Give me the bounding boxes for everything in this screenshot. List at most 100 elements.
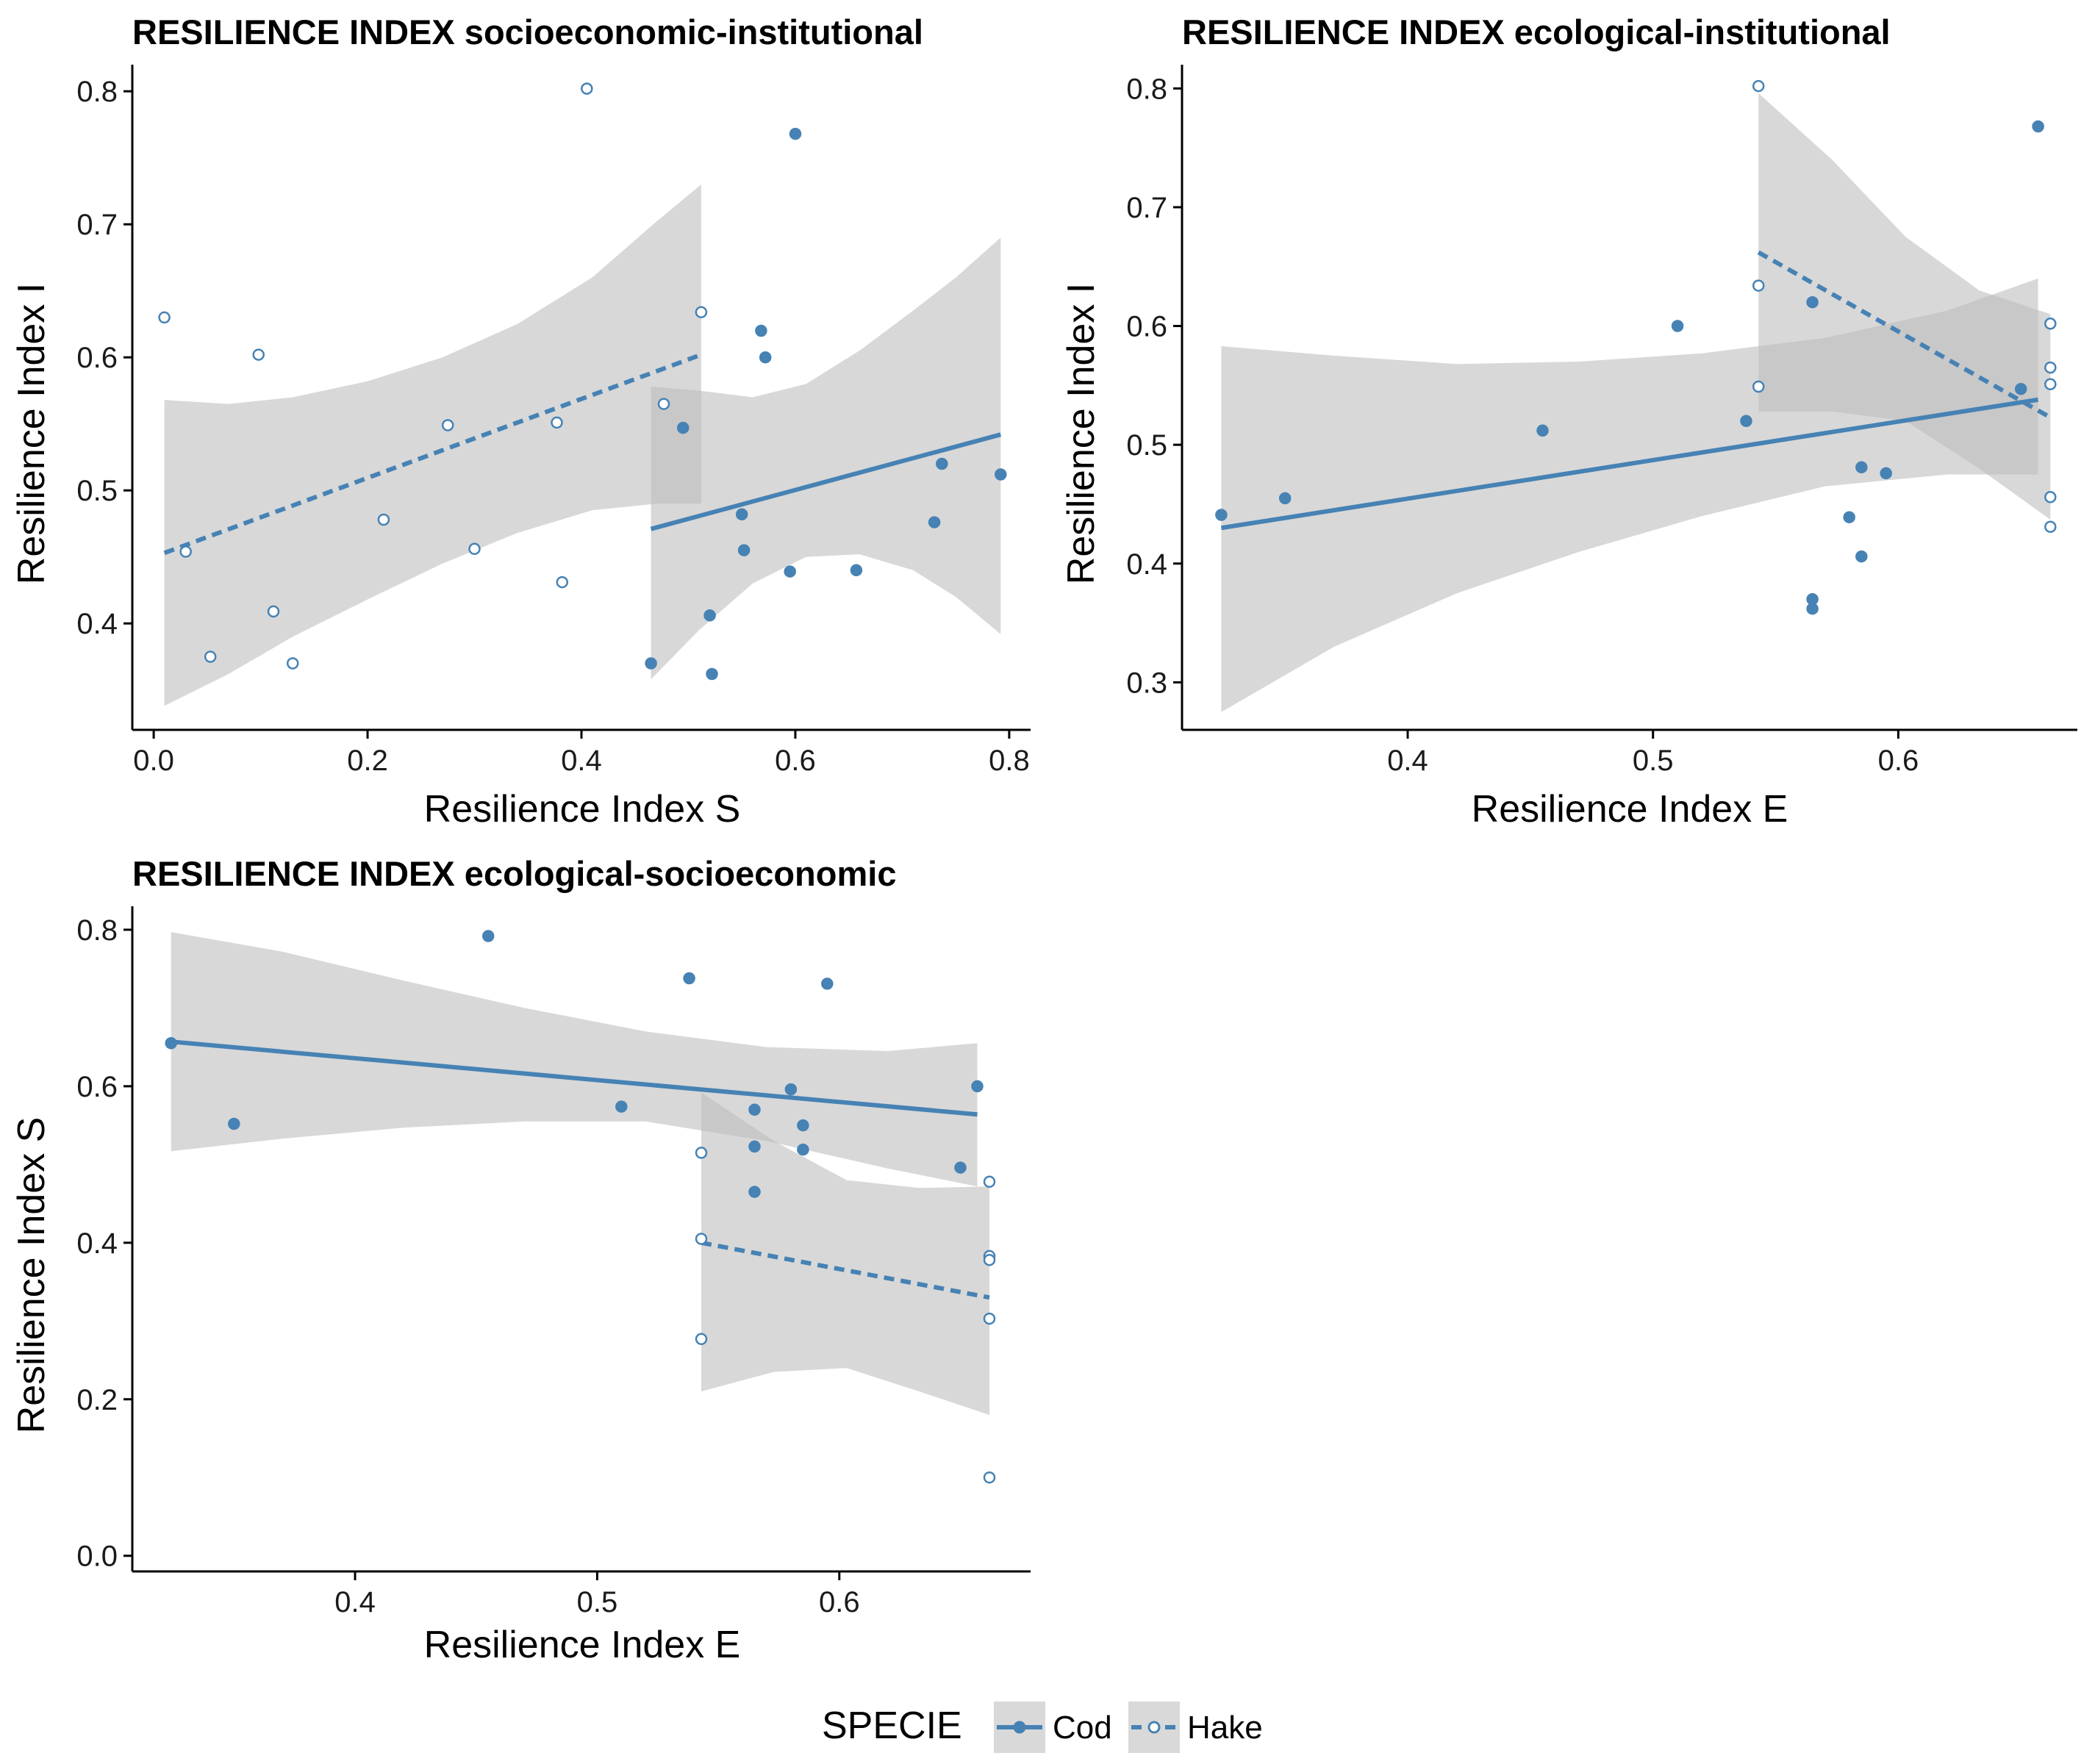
data-point-cod — [784, 1083, 798, 1096]
x-tick-label: 0.4 — [334, 1586, 376, 1618]
y-tick-label: 0.3 — [1126, 667, 1167, 699]
panel-ecological-institutional: RESILIENCE INDEX ecological-institutiona… — [1060, 12, 2077, 831]
data-point-cod — [748, 1103, 761, 1116]
data-point-hake — [695, 1333, 708, 1346]
data-point-hake — [377, 513, 390, 526]
y-tick-label: 0.7 — [1126, 192, 1167, 224]
y-tick-label: 0.4 — [76, 1227, 118, 1260]
data-point-cod — [936, 457, 948, 470]
data-point-cod — [683, 972, 695, 985]
y-tick-label: 0.8 — [76, 914, 118, 947]
data-point-cod — [748, 1186, 761, 1198]
data-point-cod — [645, 657, 657, 670]
y-tick-label: 0.4 — [76, 608, 118, 640]
data-point-cod — [735, 508, 748, 521]
y-axis-title: Resilience Index I — [10, 283, 53, 584]
fit-line-hake — [701, 1240, 990, 1300]
y-tick-label: 0.8 — [76, 76, 118, 108]
data-point-cod — [928, 516, 941, 528]
data-point-cod — [676, 421, 690, 434]
data-point-cod — [1671, 320, 1684, 332]
x-tick-label: 0.0 — [133, 745, 174, 777]
data-point-cod — [995, 468, 1007, 481]
y-tick-label: 0.5 — [76, 475, 118, 507]
data-point-hake — [983, 1312, 996, 1325]
fit-line-cod — [171, 1039, 978, 1117]
confidence-band-cod — [651, 237, 1001, 680]
y-tick-label: 0.4 — [1126, 548, 1167, 581]
data-point-hake — [252, 348, 265, 361]
y-axis-title: Resilience Index S — [10, 1117, 53, 1434]
data-point-hake — [551, 416, 563, 429]
x-tick-label: 0.6 — [1878, 745, 1919, 777]
data-point-hake — [286, 657, 299, 670]
data-point-cod — [797, 1119, 809, 1132]
data-point-cod — [615, 1100, 628, 1113]
data-point-cod — [703, 609, 716, 622]
y-tick-label: 0.5 — [1126, 429, 1167, 462]
data-point-hake — [695, 1233, 708, 1245]
data-point-hake — [441, 419, 454, 431]
data-point-hake — [695, 1147, 708, 1159]
data-point-cod — [2032, 120, 2044, 133]
x-tick-label: 0.6 — [819, 1586, 860, 1618]
data-point-hake — [1752, 79, 1765, 93]
data-point-hake — [2044, 378, 2057, 390]
fit-line-hake — [1757, 250, 2052, 420]
data-point-hake — [158, 311, 171, 324]
data-point-hake — [179, 545, 192, 558]
data-point-cod — [706, 667, 718, 681]
x-axis-title: Resilience Index E — [1472, 788, 1788, 831]
x-tick-label: 0.5 — [577, 1586, 618, 1618]
y-tick-label: 0.8 — [1126, 73, 1167, 105]
data-point-cod — [1880, 467, 1892, 480]
panel-title: RESILIENCE INDEX ecological-institutiona… — [1182, 12, 1891, 51]
data-point-cod — [1855, 550, 1868, 563]
confidence-band-hake — [164, 184, 701, 706]
data-point-cod — [1855, 461, 1868, 474]
data-point-hake — [695, 306, 708, 318]
fit-line-cod — [1220, 397, 2039, 531]
data-point-cod — [797, 1143, 809, 1156]
y-tick-label: 0.6 — [76, 342, 118, 374]
data-point-hake — [2044, 520, 2057, 533]
x-tick-label: 0.4 — [1387, 745, 1428, 777]
confidence-band-hake — [1758, 93, 2051, 520]
data-point-hake — [983, 1253, 996, 1266]
data-point-cod — [481, 930, 495, 942]
data-point-cod — [1843, 511, 1855, 523]
y-tick-label: 0.2 — [76, 1384, 118, 1416]
data-point-cod — [971, 1080, 984, 1093]
data-point-cod — [784, 565, 796, 578]
y-axis-title: Resilience Index I — [1060, 283, 1103, 584]
fit-line-cod — [650, 432, 1002, 531]
y-tick-label: 0.0 — [76, 1541, 118, 1573]
data-point-cod — [1278, 492, 1292, 505]
data-point-cod — [850, 564, 863, 577]
panel-title: RESILIENCE INDEX ecological-socioeconomi… — [132, 854, 896, 893]
data-point-cod — [789, 127, 802, 140]
data-point-hake — [983, 1175, 996, 1188]
data-point-hake — [556, 576, 569, 589]
x-axis-title: Resilience Index S — [424, 788, 741, 831]
data-point-cod — [165, 1037, 177, 1050]
fit-line-hake — [163, 352, 702, 556]
data-point-hake — [657, 398, 670, 410]
legend: SPECIE Cod Hake — [822, 1702, 1263, 1753]
data-point-cod — [1536, 424, 1549, 437]
legend-point-cod — [1013, 1721, 1026, 1734]
data-point-hake — [2044, 318, 2057, 330]
data-point-cod — [2014, 382, 2027, 395]
legend-title: SPECIE — [822, 1704, 962, 1747]
data-point-hake — [468, 542, 481, 556]
data-point-cod — [228, 1117, 240, 1130]
y-tick-label: 0.6 — [76, 1071, 118, 1103]
data-point-hake — [581, 82, 593, 95]
data-point-hake — [1752, 279, 1765, 292]
legend-label-hake: Hake — [1187, 1710, 1263, 1746]
legend-label-cod: Cod — [1053, 1710, 1112, 1746]
panel-socioeconomic-institutional: RESILIENCE INDEX socioeconomic-instituti… — [10, 12, 1031, 831]
panel-ecological-socioeconomic: RESILIENCE INDEX ecological-socioeconomi… — [10, 854, 1031, 1666]
